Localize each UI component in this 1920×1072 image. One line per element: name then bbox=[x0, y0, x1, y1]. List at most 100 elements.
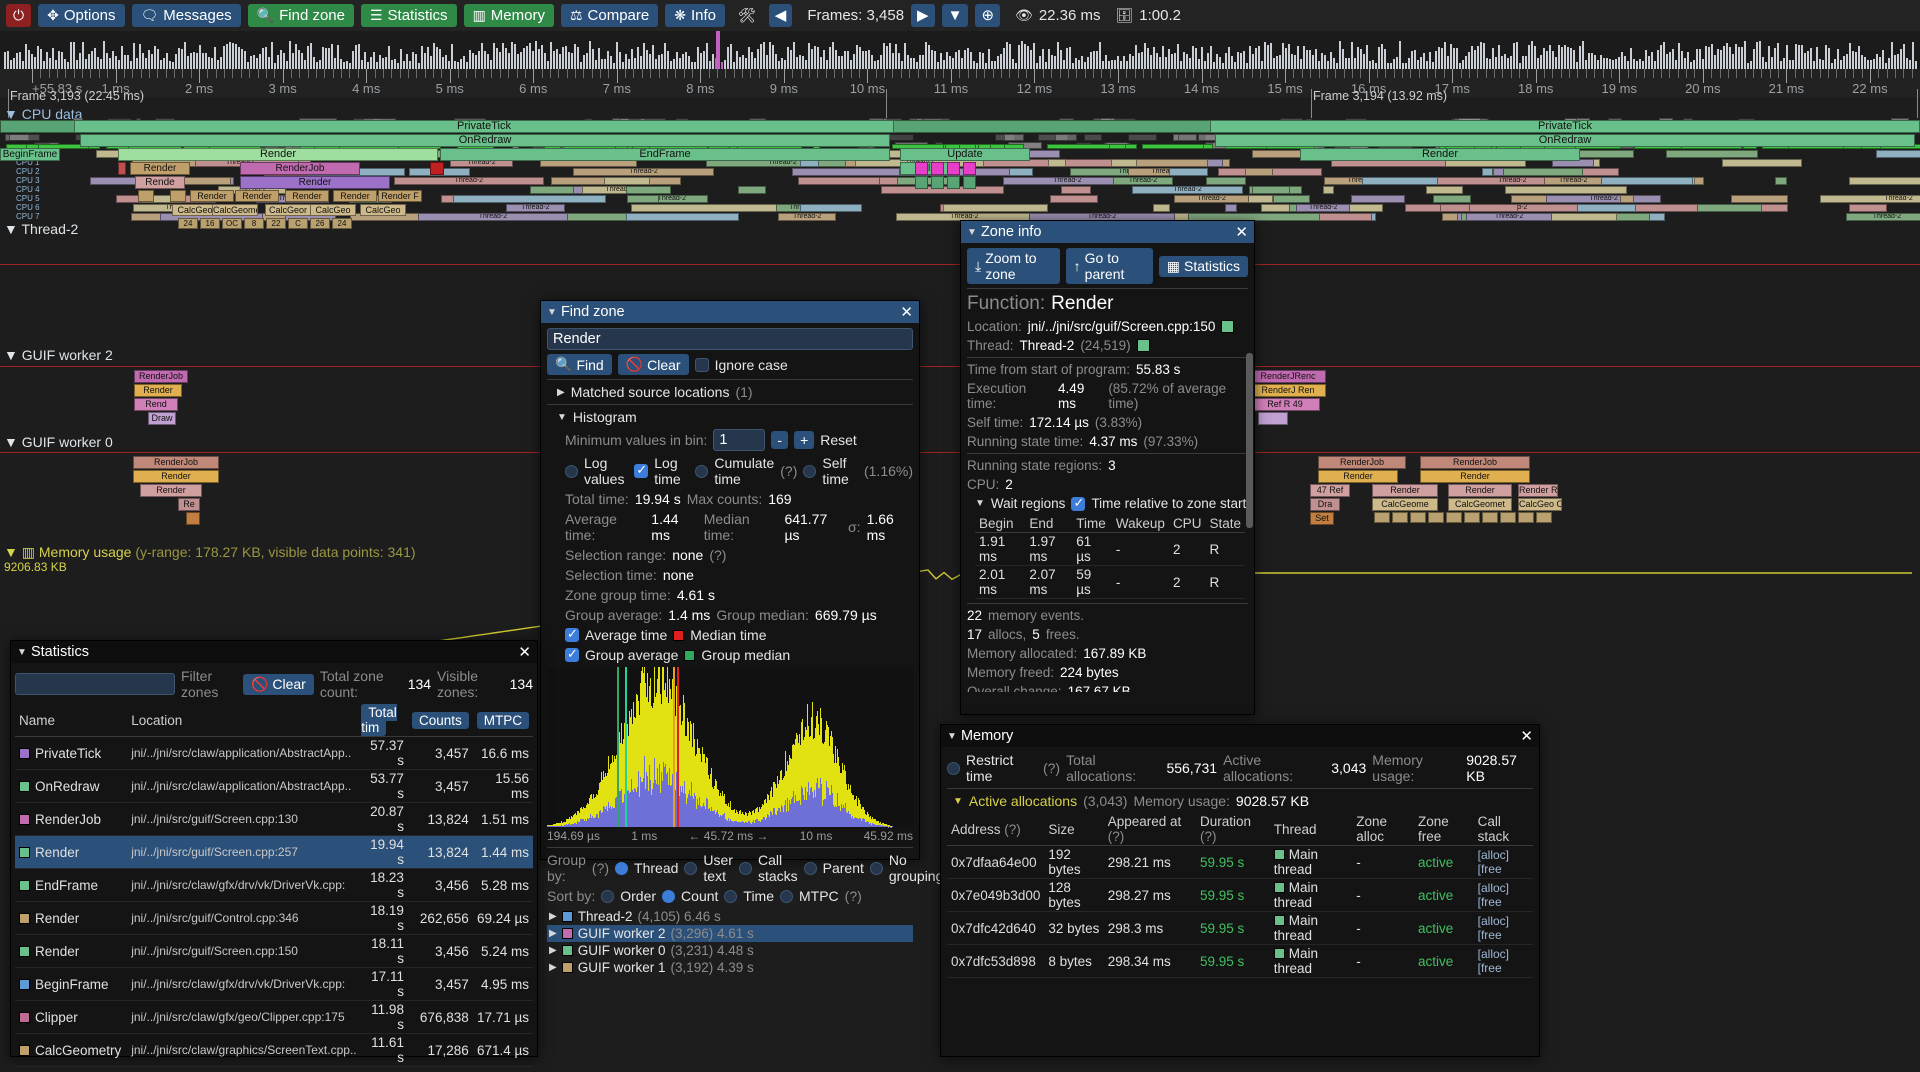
timeline-zone[interactable] bbox=[626, 186, 671, 194]
frame-bar[interactable] bbox=[7, 51, 9, 69]
timeline-zone[interactable] bbox=[1142, 144, 1204, 149]
frame-bar[interactable] bbox=[1456, 48, 1458, 69]
frame-bar[interactable] bbox=[40, 49, 42, 69]
frame-bar[interactable] bbox=[190, 53, 192, 69]
timeline-zone[interactable] bbox=[1225, 204, 1237, 212]
frame-bar[interactable] bbox=[508, 53, 510, 69]
frame-bar[interactable] bbox=[826, 60, 828, 69]
frame-bar[interactable] bbox=[46, 52, 48, 69]
frame-bar[interactable] bbox=[1768, 46, 1770, 69]
frame-bar[interactable] bbox=[568, 52, 570, 69]
frame-bar[interactable] bbox=[652, 45, 654, 69]
timeline-zone[interactable] bbox=[915, 162, 928, 175]
sort-by-count-radio[interactable] bbox=[662, 890, 675, 903]
frame-bar[interactable] bbox=[988, 49, 990, 69]
frame-bar[interactable] bbox=[1663, 42, 1665, 69]
frame-bar[interactable] bbox=[58, 51, 60, 69]
frame-bar[interactable] bbox=[790, 50, 792, 69]
frame-bar[interactable] bbox=[952, 58, 954, 69]
frame-bar[interactable] bbox=[85, 59, 87, 69]
wait-header[interactable]: Wakeup bbox=[1112, 515, 1169, 533]
frame-bar[interactable] bbox=[865, 51, 867, 69]
timeline-zone[interactable]: Set bbox=[1310, 512, 1334, 525]
frame-bar[interactable] bbox=[1315, 49, 1317, 69]
timeline-zone[interactable] bbox=[800, 204, 862, 212]
stats-header-mtpc[interactable]: MTPC bbox=[477, 712, 529, 729]
frame-bar[interactable] bbox=[1798, 45, 1800, 69]
frame-bar[interactable] bbox=[1417, 60, 1419, 69]
frame-bar[interactable] bbox=[310, 43, 312, 69]
timeline-zone[interactable] bbox=[738, 186, 766, 194]
frame-bar[interactable] bbox=[1321, 53, 1323, 69]
histogram-plot[interactable] bbox=[547, 667, 913, 827]
timeline-zone[interactable] bbox=[1620, 195, 1634, 203]
frame-bar[interactable] bbox=[25, 44, 27, 69]
frame-bar[interactable] bbox=[616, 42, 618, 69]
find-zone-group-row[interactable]: ▶ GUIF worker 2 (3,296) 4.61 s bbox=[547, 925, 913, 942]
frame-bar[interactable] bbox=[1363, 54, 1365, 69]
frame-bar[interactable] bbox=[961, 58, 963, 69]
timeline-zone[interactable]: RenderJ Ren bbox=[1250, 384, 1326, 397]
frame-bar[interactable] bbox=[1537, 58, 1539, 69]
timeline-zone[interactable] bbox=[1731, 195, 1788, 203]
timeline-zone[interactable] bbox=[1047, 144, 1110, 149]
frame-bar[interactable] bbox=[1483, 43, 1485, 69]
timeline-zone[interactable] bbox=[604, 177, 650, 185]
frame-bar[interactable] bbox=[574, 44, 576, 69]
group-by-hint-icon[interactable]: (?) bbox=[592, 860, 609, 876]
timeline-zone[interactable] bbox=[1392, 512, 1408, 523]
frame-bar[interactable] bbox=[103, 41, 105, 69]
frame-bar[interactable] bbox=[1219, 57, 1221, 69]
frame-bar[interactable] bbox=[97, 57, 99, 69]
frame-bar[interactable] bbox=[694, 62, 696, 69]
frame-bar[interactable] bbox=[1033, 43, 1035, 69]
frame-bar[interactable] bbox=[1195, 48, 1197, 69]
frame-bar[interactable] bbox=[133, 43, 135, 69]
frame-bar[interactable] bbox=[166, 53, 168, 69]
timeline-zone[interactable]: Thread-2 bbox=[1546, 195, 1662, 203]
frame-bar[interactable] bbox=[1849, 43, 1851, 69]
frame-bar[interactable] bbox=[1249, 46, 1251, 69]
timeline-zone[interactable]: Render bbox=[1420, 470, 1530, 483]
frame-bar[interactable] bbox=[1750, 61, 1752, 69]
frame-bar[interactable] bbox=[1258, 46, 1260, 69]
frame-bar[interactable] bbox=[478, 51, 480, 69]
wait-regions-label[interactable]: Wait regions bbox=[991, 496, 1066, 511]
frame-bar[interactable] bbox=[1156, 53, 1158, 69]
frame-bar[interactable] bbox=[1063, 60, 1065, 69]
frame-bar[interactable] bbox=[1381, 44, 1383, 69]
frame-bar[interactable] bbox=[1729, 47, 1731, 69]
frame-bar[interactable] bbox=[1444, 42, 1446, 69]
frame-bar[interactable] bbox=[1498, 45, 1500, 69]
timeline-zone[interactable] bbox=[1500, 512, 1516, 523]
info-button[interactable]: ❋Info bbox=[665, 4, 725, 27]
frame-bar[interactable] bbox=[100, 59, 102, 69]
frame-bar[interactable] bbox=[538, 49, 540, 69]
frame-bar[interactable] bbox=[460, 59, 462, 69]
location-value[interactable]: jni/../jni/src/guif/Screen.cpp:150 bbox=[1028, 319, 1216, 334]
frame-bar[interactable] bbox=[268, 57, 270, 69]
frame-bar[interactable] bbox=[1606, 58, 1608, 69]
frame-bar[interactable] bbox=[1669, 52, 1671, 69]
timeline-zone[interactable]: RenderJob bbox=[1318, 456, 1406, 469]
timeline-zone[interactable] bbox=[792, 168, 914, 176]
frame-bar[interactable] bbox=[928, 45, 930, 69]
timeline-zone[interactable]: Thread-2 bbox=[778, 213, 836, 221]
timeline-zone[interactable] bbox=[931, 162, 944, 175]
frame-bar[interactable] bbox=[1255, 48, 1257, 69]
frame-bar[interactable] bbox=[1804, 53, 1806, 69]
timeline-zone[interactable]: 24 bbox=[178, 218, 198, 229]
frame-bar[interactable] bbox=[463, 56, 465, 69]
frame-bar[interactable] bbox=[448, 61, 450, 69]
frame-bar[interactable] bbox=[499, 52, 501, 69]
frame-bar[interactable] bbox=[1261, 61, 1263, 69]
frame-bar[interactable] bbox=[610, 56, 612, 69]
frame-bar[interactable] bbox=[1111, 60, 1113, 69]
frame-bar[interactable] bbox=[1786, 45, 1788, 69]
frame-bar[interactable] bbox=[457, 62, 459, 70]
frame-bar[interactable] bbox=[520, 52, 522, 69]
timeline-zone[interactable] bbox=[1433, 195, 1471, 203]
frame-bar[interactable] bbox=[742, 55, 744, 69]
timeline-zone[interactable]: Render bbox=[285, 190, 329, 202]
frame-bar[interactable] bbox=[637, 47, 639, 69]
